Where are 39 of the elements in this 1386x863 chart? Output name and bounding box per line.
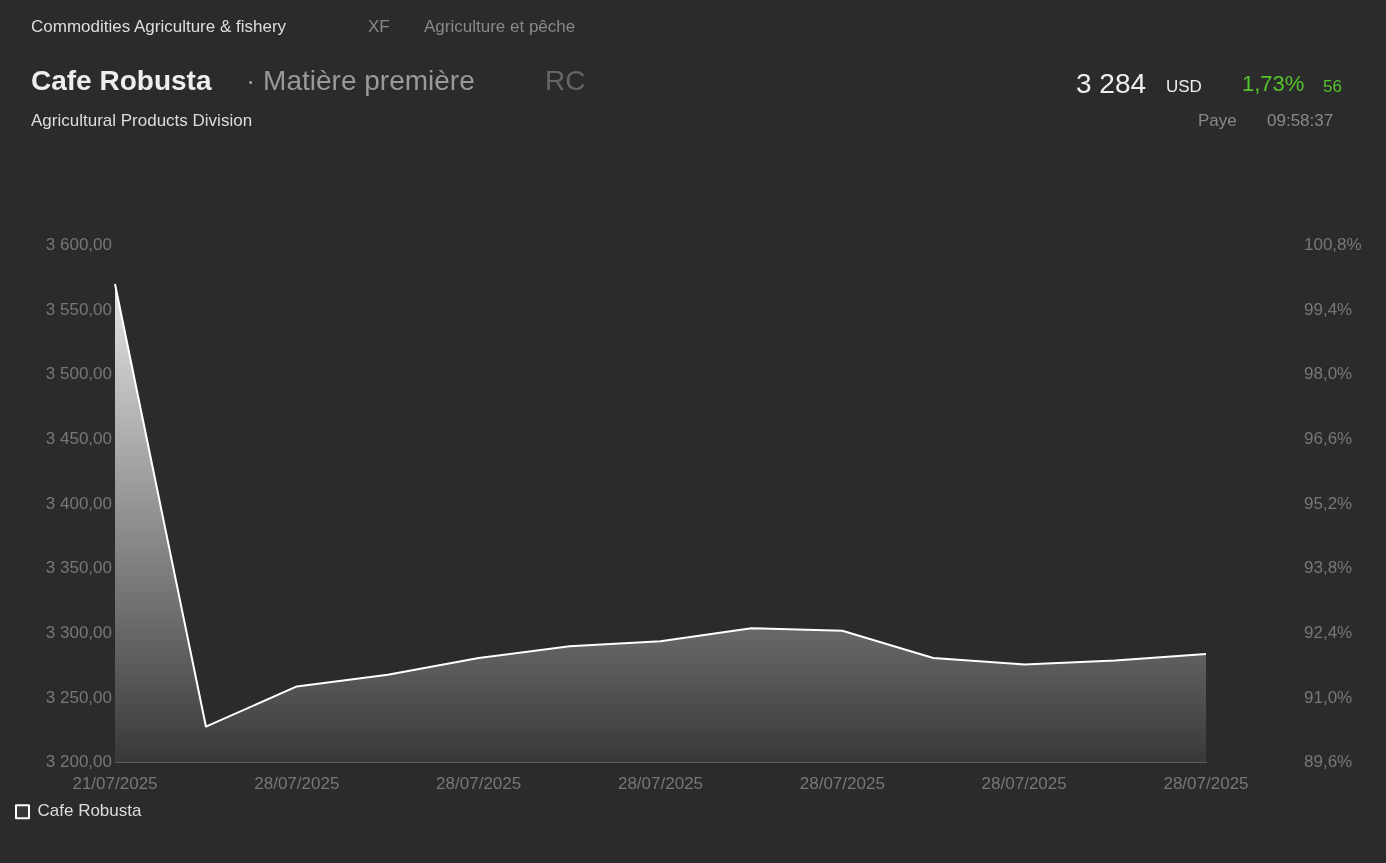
y-tick-label: 3 450,00 — [45, 428, 112, 448]
y2-tick-label: 92,4% — [1304, 623, 1353, 643]
text: · Matière première — [246, 65, 475, 97]
y2-tick-label: 99,4% — [1304, 299, 1353, 319]
y2-tick-label: 98,0% — [1304, 364, 1353, 384]
x-tick-label: 21/07/2025 — [72, 773, 158, 793]
chart-subtitle: Agricultural Products Division — [31, 111, 253, 131]
y-tick-label: 3 600,00 — [45, 234, 112, 254]
y-tick-label: 3 200,00 — [45, 752, 112, 772]
text: 56 — [1323, 77, 1342, 97]
y2-tick-label: 100,8% — [1304, 234, 1362, 254]
y2-tick-label: 93,8% — [1304, 558, 1353, 578]
x-tick-label: 28/07/2025 — [436, 773, 522, 793]
text: Commodities Agriculture & fishery — [31, 17, 287, 37]
y-tick-label: 3 300,00 — [45, 623, 112, 643]
y-tick-label: 3 350,00 — [45, 558, 112, 578]
text: 3 284 — [1076, 68, 1147, 100]
y-tick-label: 3 250,00 — [45, 687, 112, 707]
text: XF — [368, 17, 390, 37]
y-tick-label: 3 400,00 — [45, 493, 112, 513]
y2-tick-label: 91,0% — [1304, 687, 1353, 707]
text: Paye — [1198, 111, 1237, 131]
x-tick-label: 28/07/2025 — [617, 773, 704, 793]
text: 09:58:37 — [1267, 111, 1334, 131]
text: 1,73% — [1242, 71, 1305, 97]
x-tick-label: 28/07/2025 — [1163, 773, 1249, 793]
text: Agriculture et pêche — [424, 17, 576, 37]
x-tick-label: 28/07/2025 — [799, 773, 885, 793]
text: RC — [545, 65, 586, 97]
y2-tick-label: 96,6% — [1304, 428, 1353, 448]
y-tick-label: 3 550,00 — [45, 299, 112, 319]
x-tick-label: 28/07/2025 — [981, 773, 1067, 793]
text: USD — [1166, 77, 1202, 97]
x-tick-label: 28/07/2025 — [254, 773, 340, 793]
legend-label: Cafe Robusta — [37, 801, 142, 821]
y2-tick-label: 95,2% — [1304, 493, 1353, 513]
y2-tick-label: 89,6% — [1304, 752, 1353, 772]
y-tick-label: 3 500,00 — [45, 364, 112, 384]
chart-title: Cafe Robusta — [31, 65, 212, 97]
